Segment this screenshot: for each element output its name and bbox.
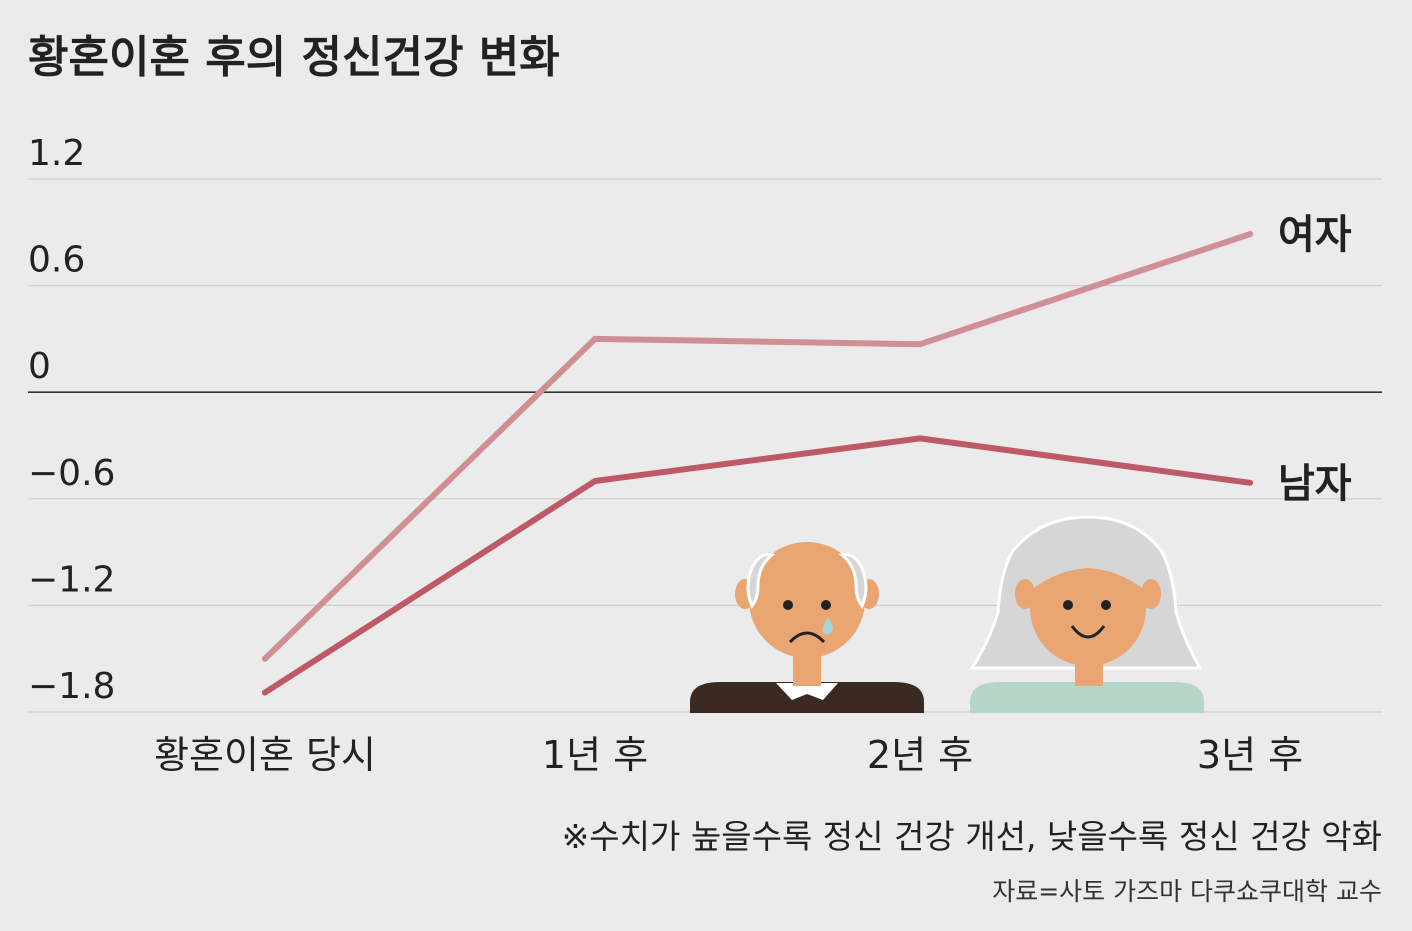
data-point bbox=[1247, 231, 1253, 238]
y-tick-label: −0.6 bbox=[28, 453, 115, 494]
x-tick-label: 황혼이혼 당시 bbox=[154, 733, 376, 777]
series-line-남자 bbox=[262, 435, 1253, 696]
y-tick-label: 0 bbox=[28, 346, 51, 387]
x-tick-label: 3년 후 bbox=[1197, 733, 1303, 777]
y-tick-label: 0.6 bbox=[28, 240, 85, 281]
chart-title: 황혼이혼 후의 정신건강 변화 bbox=[28, 32, 560, 83]
series-label: 여자 bbox=[1278, 212, 1352, 258]
data-point bbox=[262, 689, 268, 696]
y-tick-label: −1.8 bbox=[28, 666, 115, 707]
elderly-woman-happy-icon bbox=[969, 515, 1204, 713]
y-tick-label: −1.2 bbox=[28, 559, 115, 600]
series-line-여자 bbox=[262, 231, 1253, 662]
series-label: 남자 bbox=[1278, 461, 1352, 507]
data-point bbox=[592, 335, 598, 342]
chart-note: ※수치가 높을수록 정신 건강 개선, 낮을수록 정신 건강 악화 bbox=[562, 817, 1382, 856]
data-point bbox=[917, 435, 923, 442]
data-point bbox=[592, 478, 598, 485]
data-point bbox=[262, 655, 268, 662]
chart-source: 자료=사토 가즈마 다쿠쇼쿠대학 교수 bbox=[992, 877, 1382, 906]
y-tick-label: 1.2 bbox=[28, 133, 85, 174]
data-point bbox=[917, 341, 923, 348]
elderly-man-sad-icon bbox=[690, 542, 924, 713]
x-tick-label: 2년 후 bbox=[867, 733, 973, 777]
data-point bbox=[1247, 479, 1253, 486]
x-tick-label: 1년 후 bbox=[542, 733, 648, 777]
